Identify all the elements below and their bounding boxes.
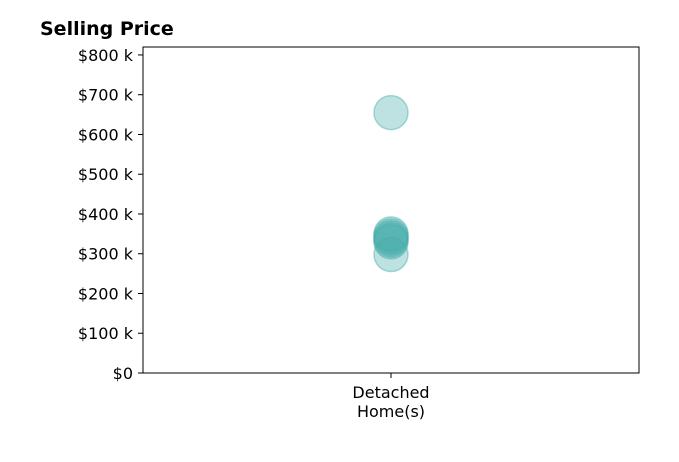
chart-title: Selling Price	[40, 18, 174, 40]
y-tick-label: $600 k	[78, 125, 134, 144]
data-point	[373, 94, 409, 131]
x-tick-label: Detached Home(s)	[352, 383, 429, 421]
y-tick-label: $700 k	[78, 86, 134, 105]
x-axis: Detached Home(s)	[352, 373, 430, 421]
plot-area	[373, 94, 409, 273]
y-tick-label: $100 k	[78, 324, 134, 343]
data-point	[373, 236, 409, 273]
y-tick-label: $400 k	[78, 205, 134, 224]
y-tick-label: $800 k	[78, 46, 134, 65]
data-point	[373, 218, 409, 254]
data-point	[373, 216, 409, 252]
data-point	[373, 222, 409, 258]
y-tick-label: $300 k	[78, 245, 134, 264]
y-tick-label: $0	[113, 364, 133, 383]
data-point	[373, 220, 409, 256]
y-axis: $0 $100 k $200 k $300 k $400 k $500 k $600 k $7…	[78, 46, 143, 383]
data-point	[373, 224, 409, 260]
y-tick-label: $500 k	[78, 165, 134, 184]
y-tick-label: $200 k	[78, 284, 134, 303]
